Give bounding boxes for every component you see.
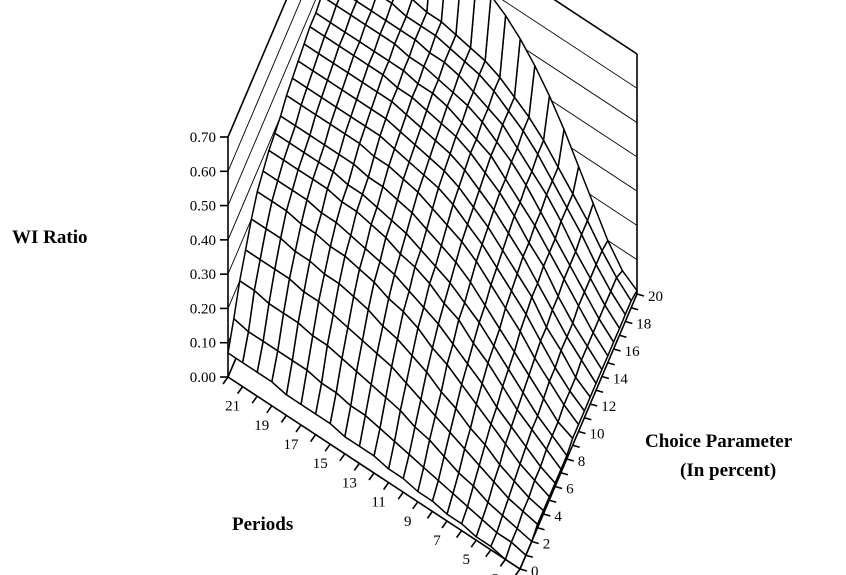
period-tick-label: 3 [492, 571, 500, 575]
period-tick-mark [412, 501, 419, 510]
period-tick-mark [266, 405, 273, 414]
choice-tick-mark [566, 458, 575, 462]
period-tick-mark [309, 434, 317, 443]
top-edge [227, 0, 638, 138]
choice-tick-mark [636, 293, 645, 297]
choice-tick-label: 14 [613, 372, 629, 388]
period-tick-mark [455, 530, 463, 539]
choice-tick-mark [589, 403, 598, 407]
period-tick-mark [295, 424, 302, 433]
choice-tick-mark [619, 334, 627, 339]
choice-tick-label: 8 [578, 454, 586, 470]
choice-tick-label: 18 [636, 317, 651, 333]
z-tick-label: 0.10 [190, 336, 216, 352]
period-tick-label: 11 [371, 495, 385, 511]
period-tick-mark [485, 549, 492, 558]
y-axis-title-line-1: Choice Parameter [645, 431, 793, 452]
gridline [227, 0, 638, 206]
choice-tick-mark [572, 444, 580, 449]
x-axis-title: Periods [232, 514, 293, 535]
period-tick-label: 9 [404, 514, 412, 530]
period-tick-mark [382, 482, 390, 491]
period-tick-mark [368, 472, 375, 481]
choice-tick-mark [543, 513, 551, 517]
choice-tick-label: 2 [543, 537, 551, 553]
choice-tick-label: 20 [648, 289, 663, 305]
period-tick-mark [353, 462, 361, 471]
gridline [227, 0, 638, 172]
period-tick-mark [499, 558, 507, 567]
period-tick-label: 13 [342, 475, 357, 491]
period-tick-label: 15 [313, 456, 328, 472]
period-tick-mark [222, 376, 229, 385]
choice-tick-mark [537, 526, 545, 531]
tick-labels: 0.000.100.200.300.400.500.600.7021191715… [190, 130, 663, 575]
choice-tick-label: 12 [601, 399, 616, 415]
choice-tick-label: 6 [566, 482, 574, 498]
period-tick-mark [339, 453, 346, 462]
choice-tick-mark [601, 375, 610, 380]
z-tick-label: 0.20 [190, 301, 216, 317]
choice-tick-mark [531, 540, 539, 545]
choice-tick-mark [578, 430, 586, 435]
z-tick-label: 0.60 [190, 164, 216, 180]
choice-tick-mark [613, 348, 621, 352]
choice-tick-mark [625, 320, 633, 325]
period-tick-mark [251, 395, 258, 404]
choice-tick-label: 4 [554, 509, 562, 525]
z-tick-label: 0.00 [190, 370, 216, 386]
choice-tick-mark [584, 416, 592, 421]
period-tick-label: 17 [284, 437, 300, 453]
choice-tick-mark [549, 499, 557, 504]
surface-cell [227, 317, 250, 364]
surface-mesh [227, 0, 638, 570]
z-tick-label: 0.30 [190, 267, 216, 283]
z-tick-label: 0.70 [190, 130, 216, 146]
z-axis-title: WI Ratio [12, 227, 87, 248]
period-tick-mark [514, 568, 521, 575]
choice-tick-mark [525, 554, 534, 559]
choice-tick-label: 0 [531, 564, 539, 575]
period-tick-label: 7 [433, 533, 441, 549]
period-tick-mark [236, 386, 244, 395]
choice-tick-mark [554, 485, 563, 490]
period-tick-mark [470, 539, 477, 548]
period-tick-mark [324, 443, 331, 452]
y-axis-title-line-2: (In percent) [680, 460, 776, 481]
choice-tick-mark [519, 568, 528, 572]
period-tick-mark [397, 491, 404, 500]
choice-tick-mark [607, 361, 615, 366]
choice-tick-label: 16 [625, 344, 641, 360]
z-tick-label: 0.50 [190, 199, 216, 215]
z-tick-label: 0.40 [190, 233, 216, 249]
period-tick-mark [441, 520, 448, 529]
choice-tick-label: 10 [590, 427, 605, 443]
period-tick-label: 21 [225, 399, 240, 415]
period-tick-label: 19 [254, 418, 269, 434]
choice-tick-mark [595, 389, 604, 394]
period-tick-label: 5 [462, 552, 470, 568]
period-tick-mark [426, 510, 434, 519]
choice-tick-mark [560, 471, 569, 476]
choice-tick-mark [630, 306, 639, 311]
period-tick-mark [280, 414, 288, 423]
